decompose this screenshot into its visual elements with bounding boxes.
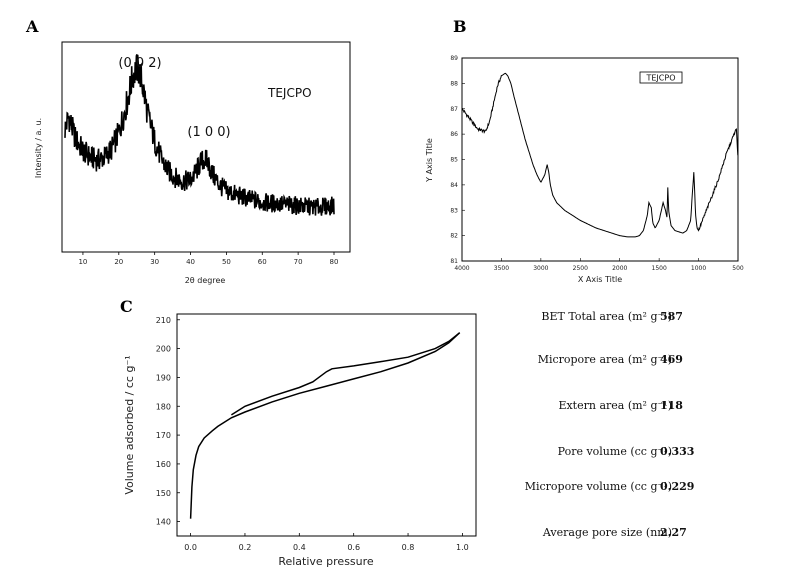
panel-a-xrd-line xyxy=(64,54,335,216)
property-row: Micropore volume (cc g⁻¹) 0.229 xyxy=(496,480,796,500)
property-label: Extern area (m² g⁻¹) xyxy=(558,399,672,412)
property-value: 2.27 xyxy=(660,526,687,539)
y-tick-label: 89 xyxy=(450,55,458,62)
panel-a: A 10 20 30 40 50 60 70 80 (0 0 2) (1 0 0) TEJCP… xyxy=(25,17,351,285)
panel-a-peak-label-100: (1 0 0) xyxy=(187,125,230,140)
y-tick-label: 88 xyxy=(450,80,458,87)
panel-a-x-axis-label: 2θ degree xyxy=(185,276,226,285)
panel-c-ticks: 0.0 0.2 0.4 0.6 0.8 1.0 140 150 160 170 180 190 200 2… xyxy=(156,316,469,552)
x-tick-label: 0.0 xyxy=(184,543,197,552)
x-tick-label: 500 xyxy=(732,265,744,272)
panel-c-x-axis-label: Relative pressure xyxy=(278,555,374,568)
panel-c-letter: C xyxy=(120,297,133,316)
panel-b: B 4000 3500 3000 2500 2000 1500 1000 500 81 82 83 8… xyxy=(425,17,744,284)
x-tick-label: 2000 xyxy=(612,265,627,272)
panel-b-letter: B xyxy=(453,17,467,36)
panel-a-sample-label: TEJCPO xyxy=(267,86,312,100)
property-row: Pore volume (cc g⁻¹) 0.333 xyxy=(496,445,796,465)
property-value: 118 xyxy=(660,399,683,412)
x-tick-label: 0.2 xyxy=(239,543,252,552)
x-tick-label: 2500 xyxy=(573,265,588,272)
x-tick-label: 4000 xyxy=(454,265,469,272)
x-tick-label: 70 xyxy=(294,258,303,266)
panel-c-desorption-branch xyxy=(230,332,461,416)
panel-a-letter: A xyxy=(25,17,39,36)
y-tick-label: 81 xyxy=(450,258,458,265)
property-row: Micropore area (m² g⁻¹) 469 xyxy=(496,353,796,373)
x-tick-label: 50 xyxy=(222,258,231,266)
panel-b-sample-label: TEJCPO xyxy=(645,74,675,83)
x-tick-label: 1.0 xyxy=(456,543,469,552)
x-tick-label: 60 xyxy=(258,258,267,266)
x-tick-label: 20 xyxy=(114,258,123,266)
panel-b-frame xyxy=(461,57,739,262)
panel-c-frame xyxy=(176,313,477,537)
panel-b-ftir-line xyxy=(461,72,739,238)
y-tick-label: 85 xyxy=(450,157,458,164)
panel-b-y-axis-label: Y Axis Title xyxy=(425,138,434,183)
x-tick-label: 0.8 xyxy=(402,543,415,552)
x-tick-label: 0.6 xyxy=(347,543,360,552)
y-tick-label: 82 xyxy=(450,233,458,240)
panel-c-y-axis-label: Volume adsorbed / cc g⁻¹ xyxy=(123,355,136,494)
panel-c: C 0.0 0.2 0.4 0.6 0.8 1.0 140 150 160 170 180 190 20… xyxy=(120,297,477,568)
property-value: 0.333 xyxy=(660,445,695,458)
property-label: BET Total area (m² g⁻¹) xyxy=(541,310,672,323)
y-tick-label: 190 xyxy=(156,373,171,382)
property-row: BET Total area (m² g⁻¹) 587 xyxy=(496,310,796,330)
y-tick-label: 180 xyxy=(156,402,171,411)
x-tick-label: 10 xyxy=(78,258,87,266)
x-tick-label: 0.4 xyxy=(293,543,306,552)
x-tick-label: 30 xyxy=(150,258,159,266)
property-value: 469 xyxy=(660,353,683,366)
property-label: Micropore volume (cc g⁻¹) xyxy=(524,480,672,493)
panel-b-x-axis-label: X Axis Title xyxy=(578,275,622,284)
panel-a-peak-label-002: (0 0 2) xyxy=(118,56,161,71)
y-tick-label: 140 xyxy=(156,518,171,527)
y-tick-label: 170 xyxy=(156,431,171,440)
y-tick-label: 86 xyxy=(450,131,458,138)
y-tick-label: 200 xyxy=(156,345,171,354)
y-tick-label: 83 xyxy=(450,207,458,214)
property-label: Average pore size (nm) xyxy=(542,526,672,539)
panel-a-frame xyxy=(61,41,351,253)
property-label: Pore volume (cc g⁻¹) xyxy=(557,445,672,458)
panel-a-x-ticks: 10 20 30 40 50 60 70 80 xyxy=(78,252,338,266)
property-value: 587 xyxy=(660,310,683,323)
property-label: Micropore area (m² g⁻¹) xyxy=(537,353,672,366)
y-tick-label: 84 xyxy=(450,182,458,189)
y-tick-label: 150 xyxy=(156,489,171,498)
x-tick-label: 1000 xyxy=(691,265,706,272)
property-row: Average pore size (nm) 2.27 xyxy=(496,526,796,546)
y-tick-label: 160 xyxy=(156,460,171,469)
x-tick-label: 1500 xyxy=(652,265,667,272)
property-value: 0.229 xyxy=(660,480,695,493)
y-tick-label: 87 xyxy=(450,106,458,113)
property-row: Extern area (m² g⁻¹) 118 xyxy=(496,399,796,419)
x-tick-label: 40 xyxy=(186,258,195,266)
x-tick-label: 3500 xyxy=(494,265,509,272)
panel-a-y-axis-label: Intensity / a. u. xyxy=(34,118,43,178)
panel-b-ticks: 4000 3500 3000 2500 2000 1500 1000 500 81 82 83 84 8… xyxy=(450,55,744,272)
panel-b-legend-box xyxy=(639,71,683,84)
x-tick-label: 80 xyxy=(330,258,339,266)
y-tick-label: 210 xyxy=(156,316,171,325)
x-tick-label: 3000 xyxy=(533,265,548,272)
panel-c-adsorption-branch xyxy=(189,332,461,519)
